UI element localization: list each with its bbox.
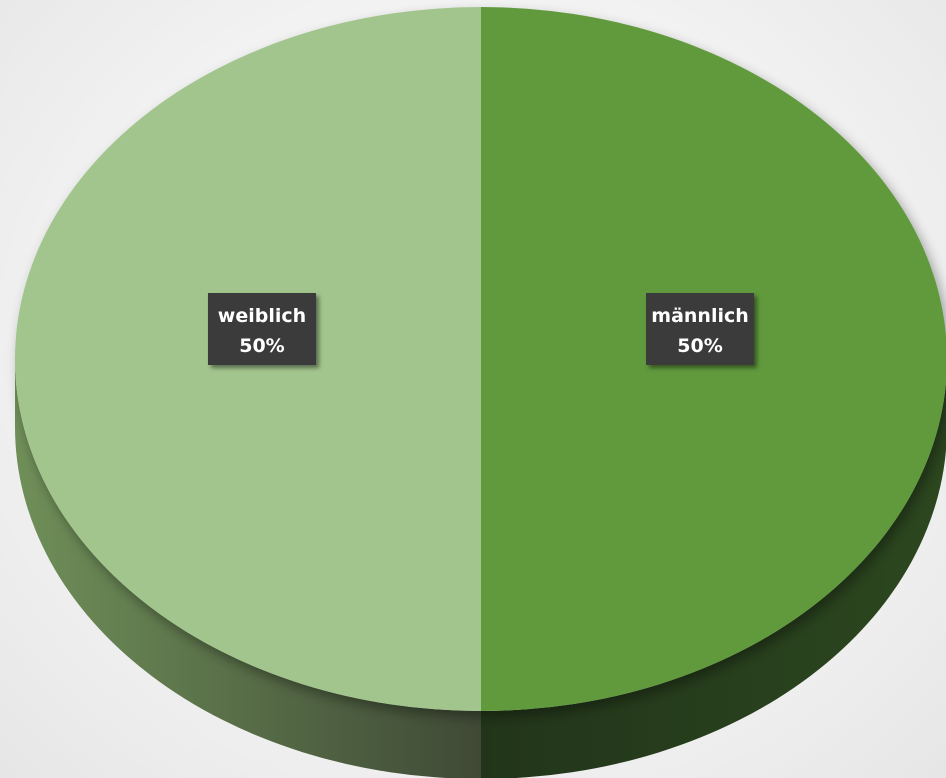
data-label-category: männlich [651, 305, 749, 327]
data-label-category: weiblich [218, 305, 306, 327]
pie-side-weiblich [15, 359, 481, 778]
data-label-männlich: männlich 50% [646, 293, 755, 365]
data-label-weiblich: weiblich 50% [207, 293, 316, 365]
pie-top [15, 7, 946, 711]
pie-sides [15, 359, 946, 778]
data-label-value: 50% [239, 335, 284, 357]
data-label-box [207, 293, 316, 365]
data-label-value: 50% [677, 335, 722, 357]
pie-side-männlich [481, 381, 946, 778]
data-label-box [646, 293, 755, 365]
data-labels: männlich 50% weiblich 50% [207, 293, 755, 365]
